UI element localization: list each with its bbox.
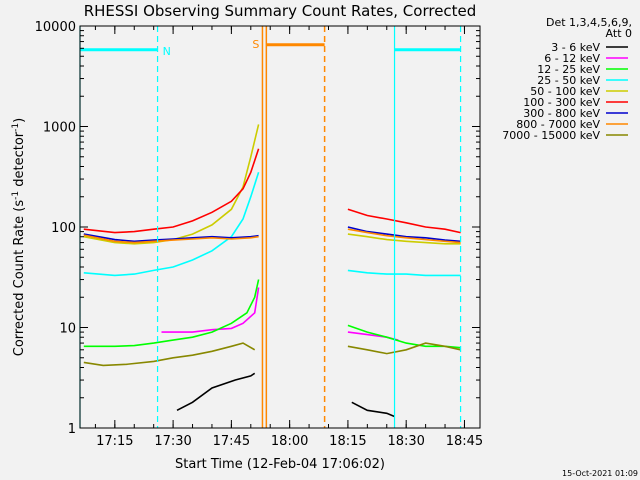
marks-layer: NS [79,26,462,428]
x-tick-label-4: 18:15 [329,434,366,449]
y-tick-label-2: 100 [51,221,76,236]
plot-background [80,26,480,428]
x-tick-label-6: 18:45 [446,434,483,449]
series-line-8-0 [83,342,256,367]
legend-label-1: 6 - 12 keV [544,52,600,65]
series-line-1-0 [161,287,260,333]
series-line-7-1 [347,228,461,244]
series-line-3-0 [83,172,260,277]
series-line-2-0 [83,279,260,348]
series-line-4-0 [83,124,260,245]
y-tick-label-0: 1 [68,422,76,437]
y-tick-label-1: 10 [59,322,76,337]
y-axis-label: Corrected Count Rate (s-1 detector-1) [11,118,27,356]
series-line-6-1 [347,226,461,243]
saa-label: S [252,38,259,51]
legend-label-3: 25 - 50 keV [537,74,600,87]
chart-title: RHESSI Observing Summary Count Rates, Co… [84,2,477,20]
y-tick-label-4: 10000 [35,20,76,35]
footer-timestamp: 15-Oct-2021 01:09 [562,469,638,478]
y-axis-label-sup2: -1 [11,123,21,132]
x-tick-label-5: 18:30 [387,434,424,449]
series-line-4-1 [347,233,461,245]
legend-header-0: Det 1,3,4,5,6,9, [546,16,632,29]
night-label: N [163,45,171,58]
legend-label-7: 800 - 7000 keV [516,118,600,131]
series-line-5-1 [347,208,461,234]
legend-label-0: 3 - 6 keV [551,41,600,54]
legend-label-4: 50 - 100 keV [530,85,600,98]
legend-label-2: 12 - 25 keV [537,63,600,76]
x-tick-label-0: 17:15 [96,434,133,449]
series-line-0-0 [176,372,256,412]
series-line-0-1 [351,401,395,418]
legend-label-6: 300 - 800 keV [523,107,600,120]
y-axis-label-part1: Corrected Count Rate (s [12,200,27,357]
x-tick-label-2: 17:45 [213,434,250,449]
legend-label-8: 7000 - 15000 keV [502,129,600,142]
y-axis-label-part2: detector [12,131,27,191]
plot-area [80,26,480,428]
y-axis-label-part3: ) [12,118,27,123]
legend-label-5: 100 - 300 keV [523,96,600,109]
y-axis-label-sup1: -1 [11,191,21,200]
series-line-5-0 [83,148,260,234]
series-line-8-1 [347,342,461,355]
x-tick-label-3: 18:00 [271,434,308,449]
x-axis-label: Start Time (12-Feb-04 17:06:02) [175,457,385,472]
legend-header-1: Att 0 [606,27,632,40]
series-line-3-1 [347,269,461,277]
axes-layer: 1 10 100 1000 10000 17:15 17:30 17:45 18:00 18:15… [35,20,484,449]
series-line-7-0 [83,234,259,244]
series-line-6-0 [83,233,259,243]
y-tick-label-3: 1000 [43,121,76,136]
x-tick-label-1: 17:30 [154,434,191,449]
